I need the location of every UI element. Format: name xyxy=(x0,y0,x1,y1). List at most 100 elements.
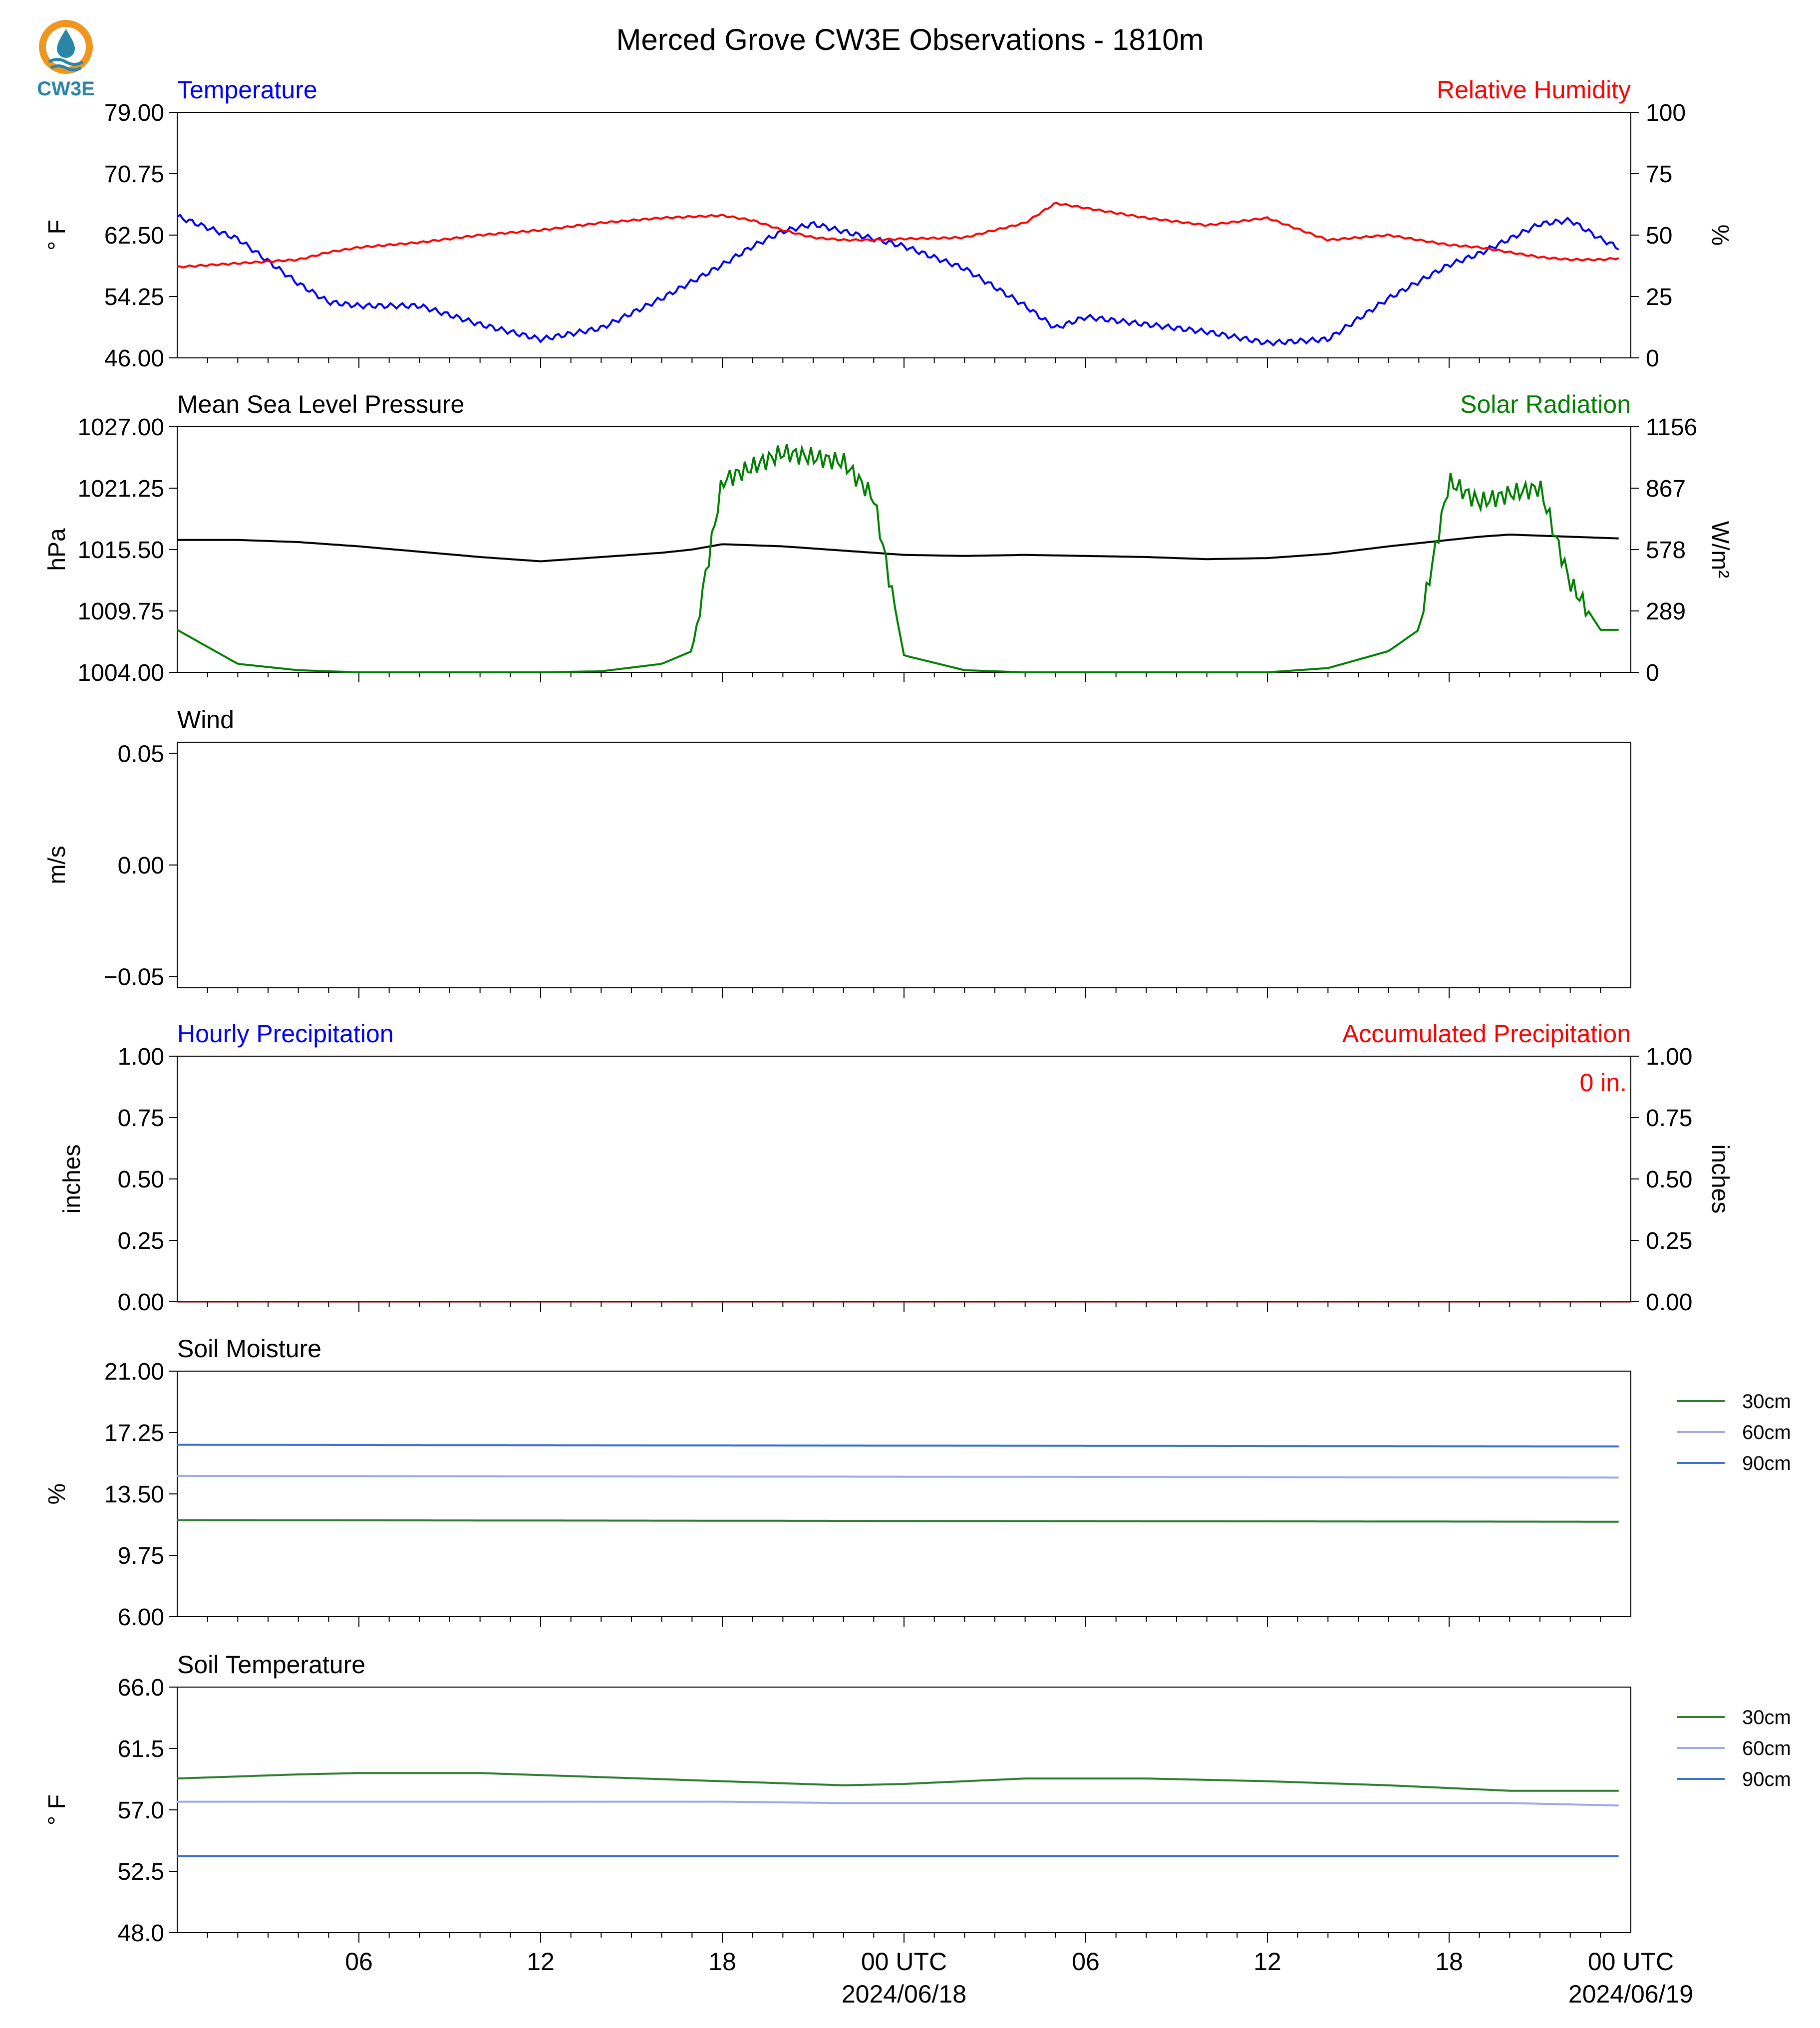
panel-right-title: Accumulated Precipitation xyxy=(1342,1020,1631,1048)
y-tick-label: 0.50 xyxy=(118,1166,164,1193)
y-tick-label: 52.5 xyxy=(118,1859,164,1885)
series-line-green xyxy=(177,444,1619,673)
y-tick-label: 1004.00 xyxy=(77,660,164,686)
y-right-tick-label: 1.00 xyxy=(1646,1044,1692,1070)
y-tick-label: 70.75 xyxy=(104,161,164,188)
x-tick-label: 18 xyxy=(1435,1948,1463,1976)
panel-left-title: Soil Moisture xyxy=(177,1335,321,1363)
x-date-label: 2024/06/18 xyxy=(842,1980,966,2008)
y-right-tick-label: 0.25 xyxy=(1646,1228,1692,1254)
plot-frame xyxy=(177,1056,1631,1302)
x-tick-label: 00 UTC xyxy=(1588,1948,1674,1976)
panel-left-title: Mean Sea Level Pressure xyxy=(177,390,464,418)
y-tick-label: 57.0 xyxy=(118,1797,164,1824)
y-tick-label: 46.00 xyxy=(104,345,164,372)
precip-total-annotation: 0 in. xyxy=(1579,1069,1627,1097)
y-tick-label: 1027.00 xyxy=(77,414,164,441)
panel-3: Hourly Precipitation Accumulated Precipit… xyxy=(59,1020,1733,1316)
panel-4: Soil Moisture 21.00 17.25 13.50 9.75 6.00% 30c… xyxy=(44,1335,1791,1631)
y-tick-label: −0.05 xyxy=(104,964,164,991)
y-tick-label: 62.50 xyxy=(104,223,164,249)
panel-1: Mean Sea Level Pressure Solar Radiation 10… xyxy=(44,390,1733,686)
y-right-tick-label: 1156 xyxy=(1646,414,1697,441)
plot-frame xyxy=(177,1371,1631,1617)
series-line-black xyxy=(177,534,1619,563)
x-tick-label: 12 xyxy=(527,1948,555,1976)
legend-label: 30cm xyxy=(1742,1707,1791,1729)
y-tick-label: 66.0 xyxy=(118,1675,164,1701)
logo-drop-icon xyxy=(57,29,75,58)
y-axis-label: inches xyxy=(59,1145,85,1214)
x-date-label: 2024/06/19 xyxy=(1568,1980,1693,2008)
x-tick-label: 00 UTC xyxy=(861,1948,947,1976)
y-right-axis-label: inches xyxy=(1707,1145,1733,1214)
series-line-red xyxy=(177,202,1619,269)
series-line-blue xyxy=(177,214,1619,347)
series-line-90cm xyxy=(177,1444,1619,1448)
y-axis-label: ° F xyxy=(44,1794,70,1825)
panel-left-title: Wind xyxy=(177,706,234,734)
y-tick-label: 0.05 xyxy=(118,741,164,767)
y-right-tick-label: 0.50 xyxy=(1646,1166,1692,1193)
cw3e-logo: CW3E xyxy=(31,18,101,103)
legend-label: 30cm xyxy=(1742,1391,1791,1413)
y-tick-label: 54.25 xyxy=(104,284,164,310)
y-axis-label: m/s xyxy=(44,846,70,884)
y-tick-label: 48.0 xyxy=(118,1920,164,1947)
y-right-tick-label: 0 xyxy=(1646,345,1659,372)
panel-2: Wind 0.05 0.00 −0.05 m/s xyxy=(44,706,1631,998)
y-tick-label: 0.25 xyxy=(118,1228,164,1254)
y-tick-label: 1009.75 xyxy=(77,598,164,625)
x-tick-label: 12 xyxy=(1253,1948,1281,1976)
y-right-tick-label: 0 xyxy=(1646,660,1659,686)
logo-text: CW3E xyxy=(37,78,95,100)
legend-label: 60cm xyxy=(1742,1738,1791,1759)
x-tick-label: 06 xyxy=(1072,1948,1100,1976)
series-line-30cm xyxy=(177,1772,1619,1792)
series-line-30cm xyxy=(177,1519,1619,1523)
y-right-axis-label: W/m² xyxy=(1707,521,1733,579)
y-tick-label: 79.00 xyxy=(104,100,164,126)
y-right-tick-label: 100 xyxy=(1646,100,1686,126)
y-tick-label: 61.5 xyxy=(118,1736,164,1762)
y-tick-label: 6.00 xyxy=(118,1604,164,1631)
legend-label: 90cm xyxy=(1742,1768,1791,1790)
series-line-60cm xyxy=(177,1474,1619,1479)
y-right-tick-label: 0.75 xyxy=(1646,1105,1692,1132)
y-right-axis-label: % xyxy=(1707,225,1733,246)
y-tick-label: 1021.25 xyxy=(77,476,164,502)
y-tick-label: 9.75 xyxy=(118,1543,164,1569)
y-right-tick-label: 289 xyxy=(1646,598,1686,625)
y-right-tick-label: 50 xyxy=(1646,223,1672,249)
y-axis-label: hPa xyxy=(44,528,70,571)
y-tick-label: 0.00 xyxy=(118,1289,164,1316)
plot-frame xyxy=(177,1687,1631,1933)
y-tick-label: 1.00 xyxy=(118,1044,164,1070)
legend-label: 90cm xyxy=(1742,1452,1791,1474)
legend-label: 60cm xyxy=(1742,1422,1791,1444)
y-right-tick-label: 25 xyxy=(1646,284,1672,310)
x-tick-label: 06 xyxy=(345,1948,373,1976)
plot-frame xyxy=(177,742,1631,988)
y-tick-label: 0.00 xyxy=(118,853,164,879)
panel-right-title: Solar Radiation xyxy=(1460,390,1631,418)
panel-left-title: Soil Temperature xyxy=(177,1651,365,1679)
figure-title: Merced Grove CW3E Observations - 1810m xyxy=(616,23,1204,56)
panel-0: Temperature Relative Humidity 79.00 70.75 62… xyxy=(44,76,1733,372)
series-line-60cm xyxy=(177,1800,1619,1807)
y-tick-label: 1015.50 xyxy=(77,537,164,564)
panel-5: Soil Temperature 66.0 61.5 57.0 52.5 48.0 ° F 3… xyxy=(44,1651,1791,1947)
panel-left-title: Temperature xyxy=(177,76,317,104)
y-right-tick-label: 867 xyxy=(1646,476,1686,502)
y-tick-label: 17.25 xyxy=(104,1420,164,1447)
y-right-tick-label: 0.00 xyxy=(1646,1289,1692,1316)
y-axis-label: ° F xyxy=(44,220,70,251)
panel-left-title: Hourly Precipitation xyxy=(177,1020,394,1048)
panel-right-title: Relative Humidity xyxy=(1437,76,1631,104)
y-tick-label: 13.50 xyxy=(104,1481,164,1508)
y-right-tick-label: 578 xyxy=(1646,537,1686,564)
y-right-tick-label: 75 xyxy=(1646,161,1672,188)
y-axis-label: % xyxy=(44,1483,70,1505)
y-tick-label: 21.00 xyxy=(104,1359,164,1385)
